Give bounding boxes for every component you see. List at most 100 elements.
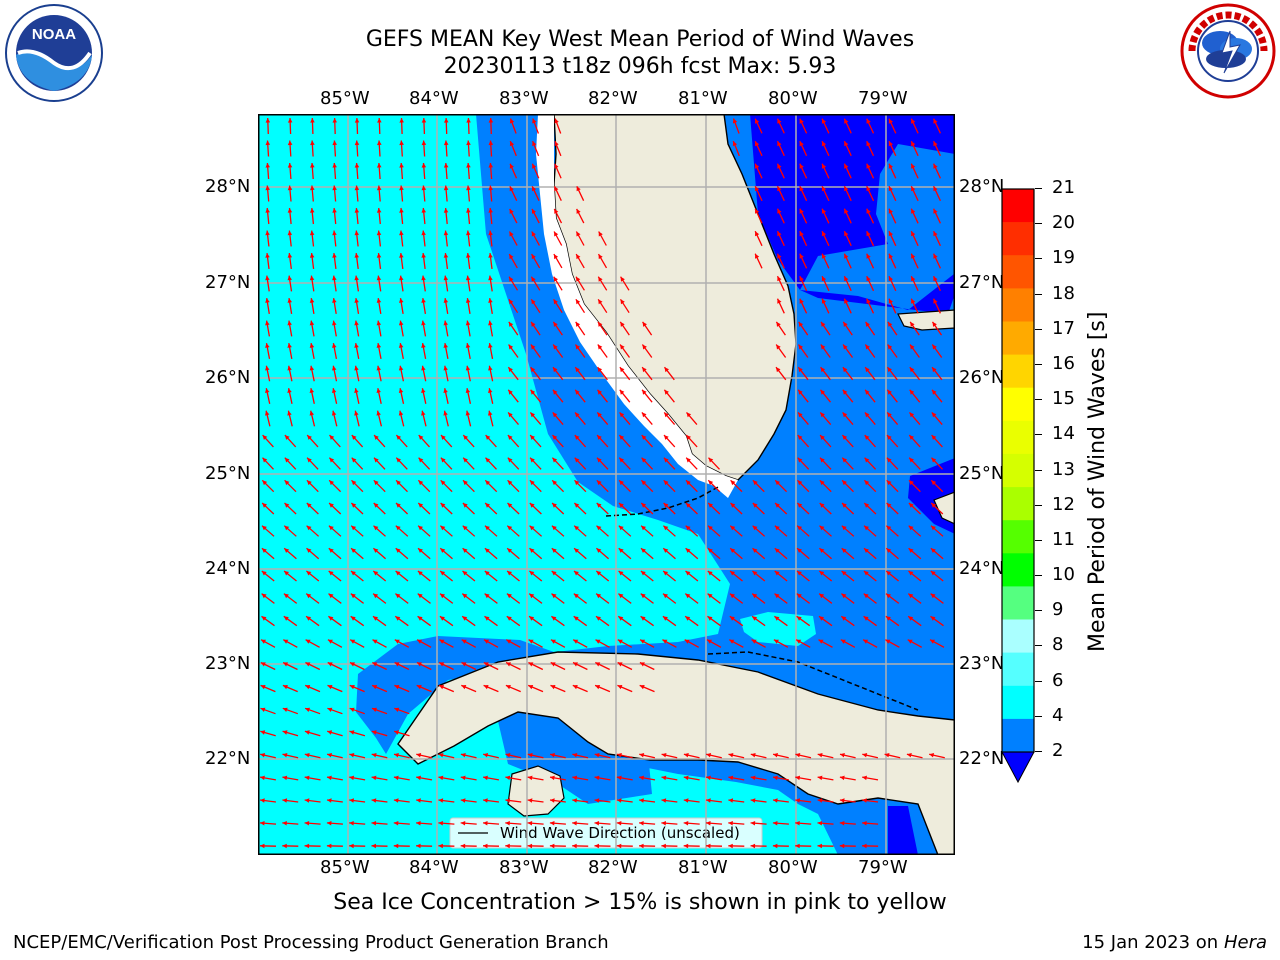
wind-arrow-head xyxy=(528,685,534,690)
wind-arrow-head xyxy=(799,231,804,237)
wind-arrow-head xyxy=(598,299,603,305)
wind-arrow-head xyxy=(911,208,916,214)
wind-arrow-head xyxy=(505,775,511,781)
wind-arrow-head xyxy=(751,639,757,644)
wind-arrow-head xyxy=(462,616,468,621)
wind-arrow-head xyxy=(931,457,937,463)
map-frame xyxy=(258,114,955,855)
wind-arrow-head xyxy=(418,548,423,553)
wind-arrow-head xyxy=(620,321,625,327)
colorbar-tick-mark xyxy=(1035,715,1042,717)
wind-arrow-head xyxy=(755,118,760,124)
wind-arrow-head xyxy=(373,503,379,508)
wind-arrow-head xyxy=(329,435,335,440)
wind-arrow-head xyxy=(552,435,558,440)
noaa-logo-icon: NOAA xyxy=(4,3,104,103)
wind-arrow-head xyxy=(488,208,493,213)
wind-arrow-head xyxy=(421,298,426,303)
wind-arrow-head xyxy=(418,457,424,463)
wind-arrow-head xyxy=(443,208,449,213)
wind-arrow-head xyxy=(839,843,845,849)
wind-arrow-head xyxy=(618,525,624,531)
wind-arrow-head xyxy=(506,639,512,644)
wind-arrow-head xyxy=(639,753,645,758)
wind-arrow-head xyxy=(796,639,802,644)
wind-arrow-head xyxy=(619,503,624,508)
wind-arrow-head xyxy=(373,525,379,531)
wind-arrow-head xyxy=(598,254,603,260)
wind-arrow-head xyxy=(262,457,268,463)
wind-arrow-head xyxy=(662,639,668,644)
wind-arrow-head xyxy=(465,410,471,416)
wind-arrow-head xyxy=(351,503,357,508)
wind-arrow-head xyxy=(888,186,893,192)
wind-arrow-head xyxy=(797,503,803,508)
wind-arrow-head xyxy=(798,412,803,418)
wind-arrow-head xyxy=(309,253,315,258)
wind-arrow-head xyxy=(393,843,399,849)
wind-arrow-head xyxy=(354,298,359,303)
wind-arrow-head xyxy=(752,525,758,531)
wind-arrow-head xyxy=(461,662,467,667)
wind-arrow-head xyxy=(752,548,758,553)
wind-arrow-head xyxy=(886,480,892,486)
wind-arrow-head xyxy=(282,775,288,781)
wind-arrow-head xyxy=(443,343,448,348)
wind-arrow-head xyxy=(573,639,579,644)
wind-arrow-head xyxy=(354,343,359,348)
wind-arrow-head xyxy=(354,118,360,123)
wind-arrow-head xyxy=(755,253,760,259)
wind-arrow-head xyxy=(596,525,602,531)
wind-arrow-head xyxy=(551,571,557,576)
wind-arrow-head xyxy=(911,231,916,237)
wind-arrow-head xyxy=(349,730,355,735)
wind-arrow-head xyxy=(309,298,315,303)
wind-arrow-head xyxy=(661,843,666,849)
wind-arrow-head xyxy=(550,639,556,644)
wind-arrow-head xyxy=(887,344,893,350)
wind-arrow-head xyxy=(620,299,625,305)
wind-arrow-head xyxy=(287,230,293,236)
wind-arrow-head xyxy=(327,639,333,644)
wind-arrow-head xyxy=(864,412,870,418)
wind-arrow-head xyxy=(933,298,938,304)
wind-arrow-head xyxy=(553,321,558,327)
wind-arrow-head xyxy=(282,685,288,690)
wind-arrow-head xyxy=(287,118,293,123)
wind-arrow-head xyxy=(911,276,916,282)
wind-arrow-head xyxy=(529,480,535,486)
wind-arrow-head xyxy=(287,208,293,213)
wind-arrow-head xyxy=(354,185,360,191)
wind-arrow-head xyxy=(574,548,579,553)
wind-arrow-head xyxy=(750,821,756,826)
wind-arrow-head xyxy=(395,593,401,599)
wind-arrow-head xyxy=(617,685,623,690)
wind-arrow-head xyxy=(641,435,647,440)
wind-arrow-head xyxy=(440,571,446,576)
wind-arrow-head xyxy=(663,593,668,599)
wind-arrow-head xyxy=(576,208,581,214)
wind-arrow-head xyxy=(349,843,354,849)
wind-arrow-head xyxy=(776,344,781,350)
wind-direction-arrows xyxy=(259,117,945,849)
wind-arrow-head xyxy=(417,593,423,599)
wind-arrow-head xyxy=(505,685,511,690)
wind-arrow-head xyxy=(933,141,938,147)
wind-arrow-head xyxy=(799,208,804,214)
wind-arrow-head xyxy=(799,298,804,304)
wind-arrow-head xyxy=(349,753,355,758)
wind-arrow-head xyxy=(287,410,292,416)
wind-arrow-head xyxy=(354,275,359,281)
wind-arrow-head xyxy=(843,321,848,327)
wind-arrow-head xyxy=(909,480,914,486)
wind-arrow-head xyxy=(772,821,778,826)
wind-arrow-head xyxy=(262,503,267,508)
wind-arrow-head xyxy=(642,321,647,327)
colorbar-tick-label: 8 xyxy=(1052,634,1064,656)
wind-arrow-head xyxy=(371,843,376,849)
wind-arrow-head xyxy=(287,163,293,168)
wind-arrow-head xyxy=(685,503,691,508)
wind-arrow-head xyxy=(306,525,312,531)
wind-arrow-head xyxy=(439,662,445,667)
lat-label-left: 23°N xyxy=(205,653,251,674)
